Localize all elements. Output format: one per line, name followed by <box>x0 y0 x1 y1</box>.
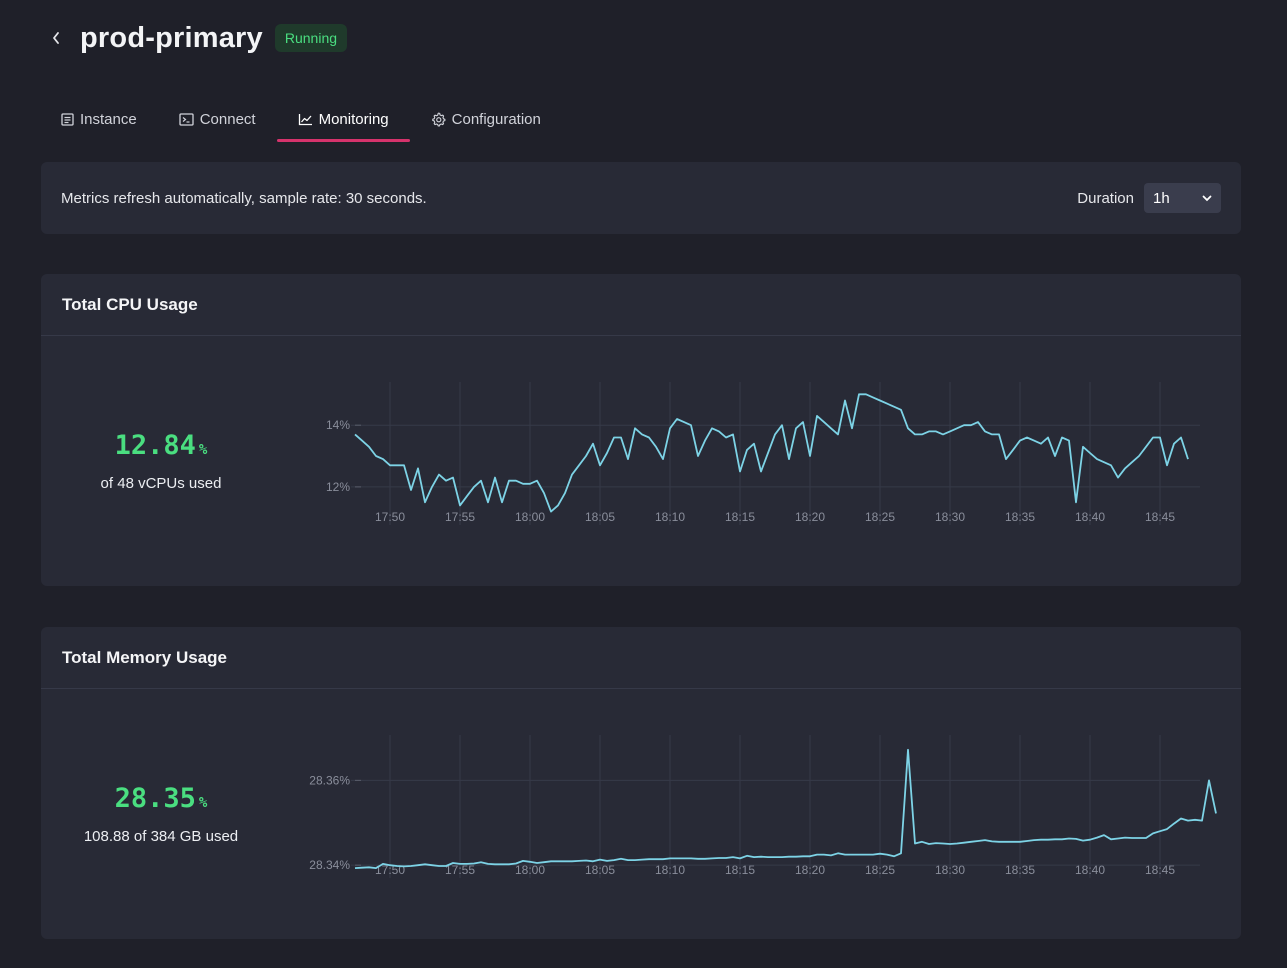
memory-y-tick-label: 28.36% <box>309 773 350 787</box>
cpu-value-unit: % <box>198 442 208 458</box>
memory-stat: 28.35% 108.88 of 384 GB used <box>41 689 281 939</box>
tab-monitoring-label: Monitoring <box>318 110 389 128</box>
terminal-icon <box>179 112 194 126</box>
refresh-info-bar: Metrics refresh automatically, sample ra… <box>41 162 1241 234</box>
duration-control: Duration 1h <box>1077 183 1221 213</box>
cpu-usage-card: Total CPU Usage 12.84% of 48 vCPUs used … <box>41 274 1241 586</box>
tab-configuration[interactable]: Configuration <box>410 96 562 142</box>
status-badge: Running <box>274 24 348 52</box>
memory-usage-card: Total Memory Usage 28.35% 108.88 of 384 … <box>41 627 1241 939</box>
memory-card-title: Total Memory Usage <box>41 627 1241 689</box>
cpu-card-body: 12.84% of 48 vCPUs used 17:50 17:55 18:00 1… <box>41 336 1241 586</box>
cpu-card-title: Total CPU Usage <box>41 274 1241 336</box>
memory-x-tick-label: 17:55 <box>445 863 475 877</box>
cpu-x-tick-label: 18:40 <box>1075 510 1105 524</box>
cpu-x-tick-label: 18:45 <box>1145 510 1175 524</box>
chevron-left-icon <box>53 32 59 44</box>
memory-value-unit: % <box>198 795 208 811</box>
cpu-series-line <box>354 393 1189 513</box>
cpu-x-tick-label: 18:05 <box>585 510 615 524</box>
page-title: prod-primary <box>80 21 263 54</box>
memory-x-tick-label: 18:30 <box>935 863 965 877</box>
memory-x-tick-label: 18:35 <box>1005 863 1035 877</box>
cpu-y-tick-label: 12% <box>326 480 350 494</box>
instance-icon <box>61 112 74 126</box>
duration-label: Duration <box>1077 189 1134 207</box>
cpu-x-tick-label: 18:35 <box>1005 510 1035 524</box>
tab-monitoring[interactable]: Monitoring <box>276 96 410 142</box>
tab-connect-label: Connect <box>199 110 256 128</box>
memory-value-number: 28.35 <box>114 783 196 814</box>
gear-icon <box>431 112 446 127</box>
memory-card-body: 28.35% 108.88 of 384 GB used 17:50 17:55 1… <box>41 689 1241 939</box>
cpu-subtext: of 48 vCPUs used <box>100 475 222 492</box>
duration-value: 1h <box>1153 189 1170 207</box>
cpu-x-tick-label: 17:55 <box>445 510 475 524</box>
memory-x-tick-label: 18:45 <box>1145 863 1175 877</box>
memory-value: 28.35% <box>115 783 208 814</box>
chart-line-icon <box>298 113 312 125</box>
cpu-x-tick-label: 17:50 <box>375 510 405 524</box>
duration-select[interactable]: 1h <box>1144 183 1221 213</box>
memory-x-tick-label: 18:10 <box>655 863 685 877</box>
cpu-x-tick-label: 18:30 <box>935 510 965 524</box>
tab-instance[interactable]: Instance <box>40 96 158 142</box>
tab-instance-label: Instance <box>80 110 137 128</box>
page-header: prod-primary Running <box>40 18 348 58</box>
cpu-x-tick-label: 18:00 <box>515 510 545 524</box>
memory-line-chart: 17:50 17:55 18:00 18:05 18:10 18:15 18:20 18:25… <box>309 735 1217 878</box>
memory-y-tick-label: 28.34% <box>309 858 350 872</box>
cpu-value: 12.84% <box>115 430 208 461</box>
tab-connect[interactable]: Connect <box>158 96 277 142</box>
tab-configuration-label: Configuration <box>451 110 541 128</box>
back-button[interactable] <box>40 22 72 54</box>
memory-series-line <box>354 748 1217 870</box>
tab-bar: Instance Connect Monitoring Configuratio… <box>40 96 562 142</box>
refresh-info-text: Metrics refresh automatically, sample ra… <box>61 189 427 207</box>
cpu-y-tick-label: 14% <box>326 418 350 432</box>
memory-x-tick-label: 18:15 <box>725 863 755 877</box>
memory-x-tick-label: 18:40 <box>1075 863 1105 877</box>
cpu-x-tick-label: 18:25 <box>865 510 895 524</box>
cpu-x-tick-label: 18:20 <box>795 510 825 524</box>
memory-x-tick-label: 18:20 <box>795 863 825 877</box>
cpu-value-number: 12.84 <box>114 430 196 461</box>
memory-x-tick-label: 18:25 <box>865 863 895 877</box>
memory-x-tick-label: 18:00 <box>515 863 545 877</box>
memory-subtext: 108.88 of 384 GB used <box>83 828 239 845</box>
cpu-x-tick-label: 18:10 <box>655 510 685 524</box>
cpu-stat: 12.84% of 48 vCPUs used <box>41 336 281 586</box>
chevron-down-icon <box>1202 195 1212 201</box>
cpu-x-tick-label: 18:15 <box>725 510 755 524</box>
memory-x-tick-label: 18:05 <box>585 863 615 877</box>
cpu-line-chart: 17:50 17:55 18:00 18:05 18:10 18:15 18:20 18:25… <box>326 382 1200 525</box>
